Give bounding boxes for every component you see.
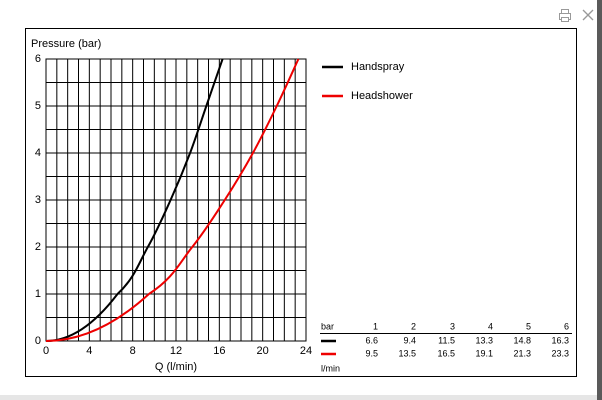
table-flow: 19.1 [475,348,493,358]
y-tick-label: 3 [35,194,41,206]
table-pressure: 6 [564,321,569,331]
close-button[interactable] [582,9,594,21]
table-flow: 13.5 [398,348,416,358]
table-pressure: 5 [526,321,531,331]
table-flow: 23.3 [551,348,569,358]
y-tick-label: 5 [35,100,41,112]
x-tick-label: 8 [130,345,136,357]
x-tick-label: 0 [43,345,49,357]
x-tick-label: 20 [257,345,269,357]
table-flow: 14.8 [513,335,531,345]
x-tick-label: 12 [170,345,182,357]
y-tick-label: 4 [35,147,41,159]
table-flow: 21.3 [513,348,531,358]
table-pressure: 4 [488,321,493,331]
table-pressure: 3 [450,321,455,331]
table-flow: 16.3 [551,335,569,345]
y-tick-label: 6 [35,53,41,65]
table-header: bar [321,321,334,331]
window-edge [597,0,602,400]
y-tick-label: 1 [35,288,41,300]
table-flow: 11.5 [438,335,455,345]
y-tick-label: 2 [35,241,41,253]
curve [116,58,224,295]
table-pressure: 1 [373,321,378,331]
plot: 0 4 8 12 16 20 240123456HandsprayHeadshowerbar… [35,53,572,373]
x-axis-label: Q (l/min) [155,361,197,373]
table-flow: 16.5 [437,348,455,358]
y-tick-label: 0 [35,335,41,347]
curve-origin-segment [45,293,150,342]
table-pressure: 2 [411,321,416,331]
table-flow: 6.6 [365,335,378,345]
table-flow: 9.4 [403,335,416,345]
table-flow: 13.3 [475,335,493,345]
window-bottom [0,395,597,400]
print-button[interactable] [559,9,571,22]
x-tick-label: 4 [86,345,92,357]
legend-label: Headshower [351,90,413,102]
x-tick-label: 24 [300,345,312,357]
plot-border [45,58,307,342]
x-tick-label: 16 [213,345,225,357]
table-flow: 9.5 [365,348,378,358]
legend-label: Handspray [351,61,405,73]
table-unit: l/min [321,363,340,373]
y-axis-label: Pressure (bar) [31,38,101,50]
curve [148,58,300,295]
